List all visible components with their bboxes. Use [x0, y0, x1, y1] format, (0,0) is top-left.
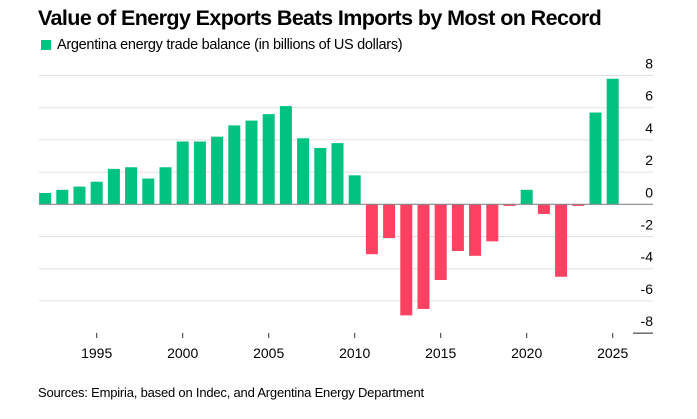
- bar: [245, 120, 258, 205]
- bar: [331, 143, 344, 205]
- source-note: Sources: Empiria, based on Indec, and Ar…: [38, 385, 424, 400]
- x-tick-label: 1995: [81, 345, 112, 361]
- x-tick-label: 2010: [339, 345, 370, 361]
- y-tick-label: -8: [641, 313, 654, 329]
- x-tick-label: 2020: [511, 345, 542, 361]
- y-tick-label: 2: [645, 152, 653, 168]
- bar: [537, 204, 550, 214]
- bar: [486, 204, 499, 242]
- bar: [606, 78, 619, 205]
- bar: [228, 125, 241, 205]
- bar: [503, 204, 516, 206]
- y-tick-label: 6: [645, 88, 653, 104]
- bar: [451, 204, 464, 251]
- bar: [142, 178, 155, 205]
- bar: [176, 141, 189, 205]
- y-tick-label: -2: [641, 217, 654, 233]
- bar: [297, 138, 310, 205]
- bar: [56, 189, 69, 205]
- y-tick-label: -6: [641, 281, 654, 297]
- bar: [73, 186, 86, 205]
- y-axis: 8 6 4 2 0 -2 -4 -6 -8: [641, 56, 654, 330]
- bar: [417, 204, 430, 309]
- legend-label: Argentina energy trade balance (in billi…: [57, 37, 403, 53]
- bar: [39, 193, 52, 205]
- y-tick-label: 8: [645, 56, 653, 72]
- bar: [383, 204, 396, 239]
- bar: [279, 106, 292, 205]
- x-tick-label: 2005: [253, 345, 284, 361]
- bar: [125, 167, 138, 205]
- bar: [555, 204, 568, 277]
- chart-title: Value of Energy Exports Beats Imports by…: [38, 6, 602, 30]
- bar: [469, 204, 482, 256]
- bar: [314, 147, 327, 205]
- x-tick-label: 2015: [425, 345, 456, 361]
- bar: [107, 168, 120, 205]
- bar: [400, 204, 413, 316]
- gridlines: [39, 75, 653, 334]
- bar: [348, 175, 361, 205]
- bar: [520, 189, 533, 205]
- bar: [211, 136, 224, 205]
- bars: [39, 78, 619, 316]
- y-tick-label: 4: [645, 120, 653, 136]
- bar: [365, 204, 378, 255]
- bar: [90, 181, 103, 205]
- y-tick-label: -4: [641, 249, 654, 265]
- legend: Argentina energy trade balance (in billi…: [41, 37, 403, 53]
- x-axis: 1995 2000 2005 2010 2015 2020 2025: [81, 333, 628, 361]
- x-tick-label: 2000: [167, 345, 198, 361]
- x-tick-label: 2025: [597, 345, 628, 361]
- y-tick-label: 0: [645, 184, 653, 200]
- bar: [159, 167, 172, 205]
- legend-swatch: [41, 40, 51, 50]
- bar: [262, 114, 275, 205]
- bar: [193, 141, 206, 205]
- bar: [589, 112, 602, 205]
- bar: [572, 204, 585, 206]
- bar: [434, 204, 447, 280]
